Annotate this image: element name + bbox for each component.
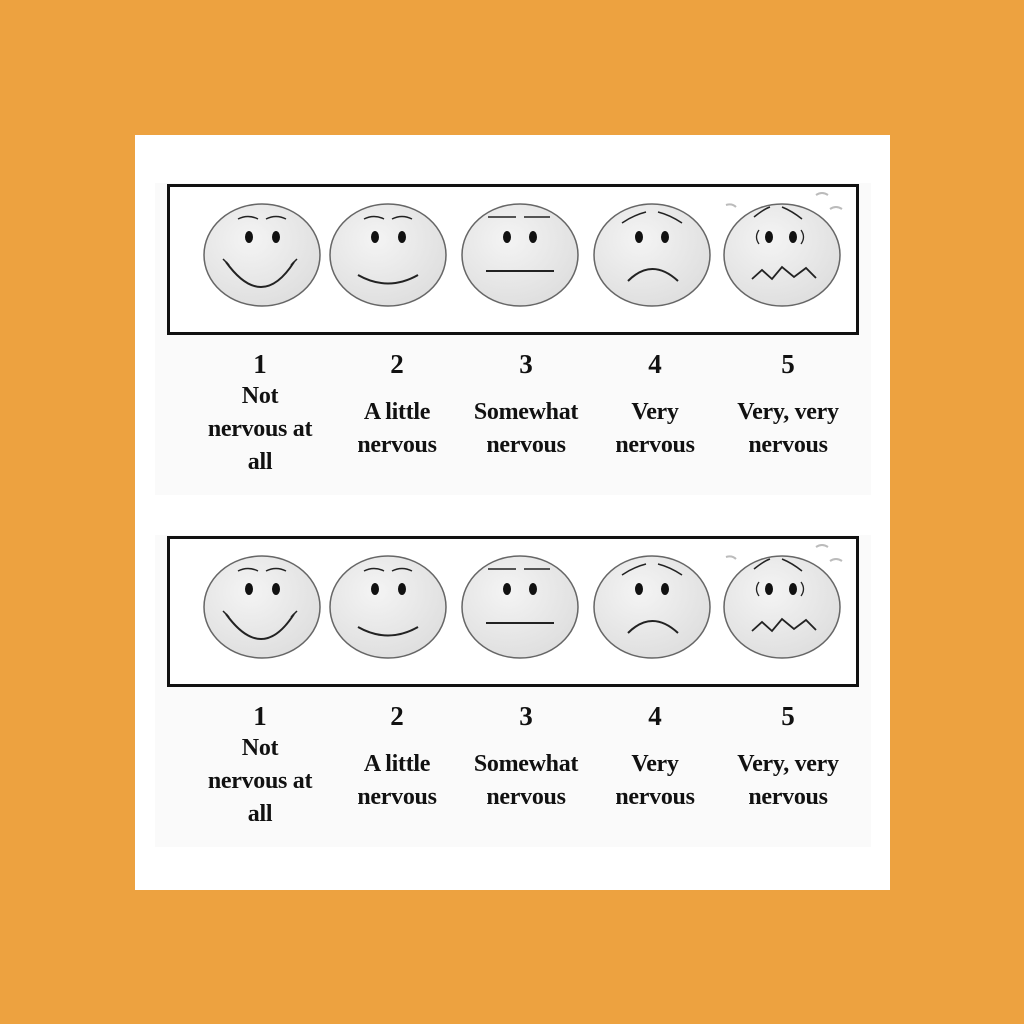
level-number: 5 (781, 701, 795, 731)
level-label: Very, very nervous (737, 399, 839, 458)
faces-strip (203, 192, 843, 307)
level-4: 4 Very nervous (585, 701, 725, 831)
smiling-face-icon[interactable] (203, 203, 321, 307)
faces-frame (167, 536, 859, 687)
level-label: A little nervous (357, 399, 437, 458)
slight-smile-face-icon[interactable] (329, 203, 447, 307)
level-label: Somewhat nervous (473, 751, 579, 810)
level-1: 1 Not nervous at all (190, 701, 330, 831)
level-label: A little nervous (357, 751, 437, 810)
level-2: 2 A little nervous (327, 349, 467, 479)
level-number: 3 (519, 701, 533, 731)
anxious-face-icon[interactable] (723, 192, 843, 307)
frowning-face-icon[interactable] (593, 203, 711, 307)
level-number: 2 (390, 701, 404, 731)
frowning-face-icon[interactable] (593, 555, 711, 659)
level-label: Very nervous (615, 751, 695, 810)
neutral-face-icon[interactable] (461, 555, 579, 659)
level-label: Very nervous (615, 399, 695, 458)
smiling-face-icon[interactable] (203, 555, 321, 659)
level-number: 3 (519, 349, 533, 379)
nervousness-scale: 1 Not nervous at all 2 A little nervous … (155, 183, 871, 495)
slight-smile-face-icon[interactable] (329, 555, 447, 659)
level-2: 2 A little nervous (327, 701, 467, 831)
level-number: 1 (253, 701, 267, 731)
level-4: 4 Very nervous (585, 349, 725, 479)
level-number: 2 (390, 349, 404, 379)
level-5: 5 Very, very nervous (718, 701, 858, 831)
level-number: 5 (781, 349, 795, 379)
level-number: 4 (648, 701, 662, 731)
level-5: 5 Very, very nervous (718, 349, 858, 479)
nervousness-scale: 1 Not nervous at all 2 A little nervous … (155, 535, 871, 847)
rating-card: 1 Not nervous at all 2 A little nervous … (135, 135, 890, 890)
level-1: 1 Not nervous at all (190, 349, 330, 479)
level-number: 4 (648, 349, 662, 379)
faces-strip (203, 544, 843, 659)
level-3: 3 Somewhat nervous (456, 349, 596, 479)
level-label: Somewhat nervous (473, 399, 579, 458)
faces-frame (167, 184, 859, 335)
level-label: Not nervous at all (207, 734, 313, 827)
level-3: 3 Somewhat nervous (456, 701, 596, 831)
level-label: Not nervous at all (207, 382, 313, 475)
level-number: 1 (253, 349, 267, 379)
level-label: Very, very nervous (737, 751, 839, 810)
anxious-face-icon[interactable] (723, 544, 843, 659)
neutral-face-icon[interactable] (461, 203, 579, 307)
